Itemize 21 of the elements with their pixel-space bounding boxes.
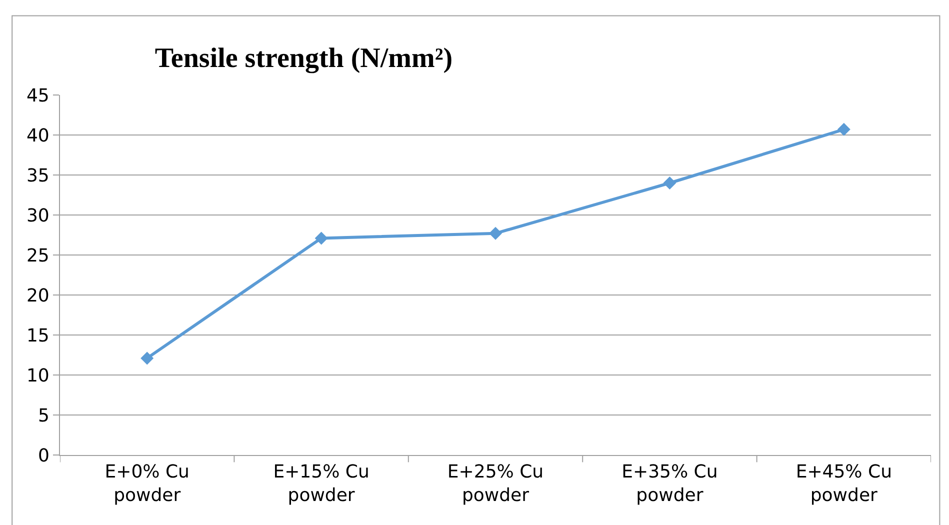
x-tick-label: E+0% Cu powder [104, 462, 190, 506]
y-tick-label: 25 [26, 245, 50, 266]
point [489, 226, 502, 240]
x-tick-label: E+45% Cu powder [796, 462, 892, 506]
y-tick-label: 15 [26, 325, 50, 346]
point [140, 352, 154, 365]
x-tick-label: E+35% Cu powder [622, 462, 718, 506]
y-tick-label: 20 [26, 285, 50, 306]
x-tick-label: E+25% Cu powder [447, 462, 544, 506]
y-tick-label: 10 [26, 365, 50, 386]
y-tick-label: 0 [38, 445, 50, 466]
y-tick-label: 40 [26, 125, 50, 146]
point [663, 176, 676, 190]
x-tick-label: E+15% Cu powder [273, 462, 370, 506]
point [837, 122, 850, 136]
y-tick-label: 5 [38, 405, 50, 426]
y-tick-label: 35 [26, 165, 50, 186]
y-tick-label: 30 [26, 205, 50, 226]
point [314, 232, 328, 245]
y-tick-label: 45 [26, 85, 50, 106]
chart-title: Tensile strength (N/mm²) [154, 42, 453, 74]
